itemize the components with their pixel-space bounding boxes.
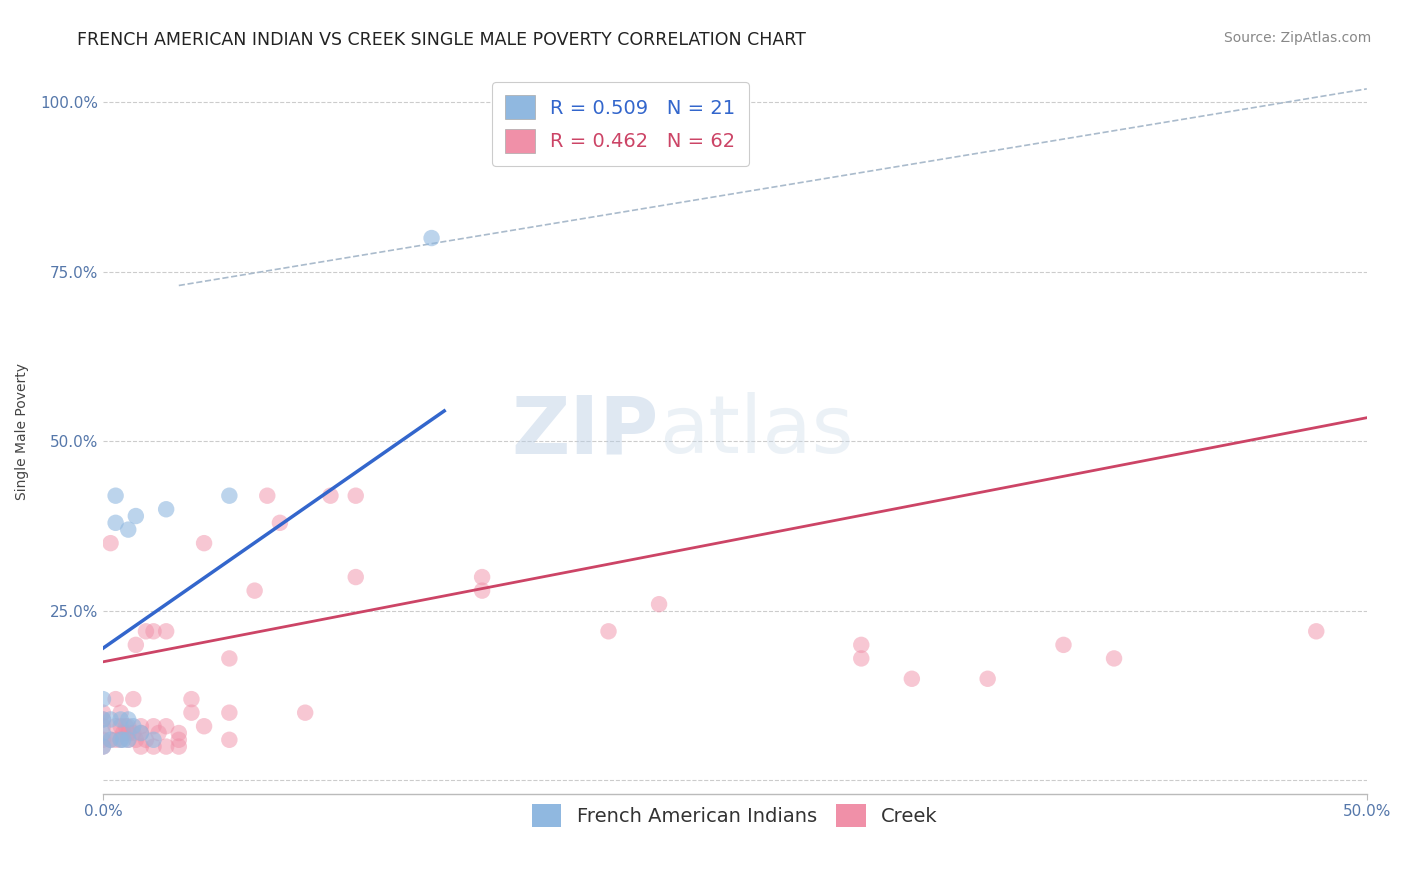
Point [344,570,367,584]
Point [125,732,148,747]
Point [193,536,215,550]
Point [1102,651,1125,665]
Point [91,706,114,720]
Point [420,231,443,245]
Point [155,624,177,639]
Point [129,726,152,740]
Point [91,719,114,733]
Point [125,509,148,524]
Point [104,516,127,530]
Point [110,732,132,747]
Point [193,719,215,733]
Point [976,672,998,686]
Point [122,692,145,706]
Point [269,516,291,530]
Point [122,726,145,740]
Point [167,739,190,754]
Point [100,732,122,747]
Point [218,706,240,720]
Point [117,732,139,747]
Point [142,719,165,733]
Point [112,732,135,747]
Point [91,732,114,747]
Point [112,726,135,740]
Point [155,502,177,516]
Point [104,732,127,747]
Point [294,706,316,720]
Text: FRENCH AMERICAN INDIAN VS CREEK SINGLE MALE POVERTY CORRELATION CHART: FRENCH AMERICAN INDIAN VS CREEK SINGLE M… [77,31,806,49]
Point [142,624,165,639]
Point [218,489,240,503]
Point [243,583,266,598]
Text: ZIP: ZIP [512,392,659,470]
Text: atlas: atlas [659,392,853,470]
Point [110,719,132,733]
Point [180,706,202,720]
Point [1305,624,1327,639]
Point [218,651,240,665]
Point [117,719,139,733]
Legend: French American Indians, Creek: French American Indians, Creek [524,796,945,835]
Point [142,732,165,747]
Y-axis label: Single Male Poverty: Single Male Poverty [15,363,30,500]
Point [167,732,190,747]
Point [598,624,620,639]
Point [110,732,132,747]
Point [117,732,139,747]
Point [91,713,114,727]
Point [135,732,157,747]
Point [104,719,127,733]
Point [100,536,122,550]
Point [117,713,139,727]
Point [1052,638,1074,652]
Point [114,719,136,733]
Point [155,719,177,733]
Point [104,489,127,503]
Point [901,672,924,686]
Point [851,638,873,652]
Point [91,692,114,706]
Point [110,706,132,720]
Point [100,732,122,747]
Point [104,692,127,706]
Point [218,732,240,747]
Point [180,692,202,706]
Point [851,651,873,665]
Point [91,726,114,740]
Point [91,739,114,754]
Point [135,624,157,639]
Point [91,713,114,727]
Point [471,570,494,584]
Point [167,726,190,740]
Point [471,583,494,598]
Point [344,489,367,503]
Point [129,719,152,733]
Point [91,739,114,754]
Point [129,739,152,754]
Point [148,726,170,740]
Point [155,739,177,754]
Point [117,523,139,537]
Point [142,739,165,754]
Point [256,489,278,503]
Point [100,713,122,727]
Point [122,719,145,733]
Point [125,638,148,652]
Point [129,726,152,740]
Point [648,597,671,611]
Point [117,726,139,740]
Point [110,713,132,727]
Point [319,489,342,503]
Text: Source: ZipAtlas.com: Source: ZipAtlas.com [1223,31,1371,45]
